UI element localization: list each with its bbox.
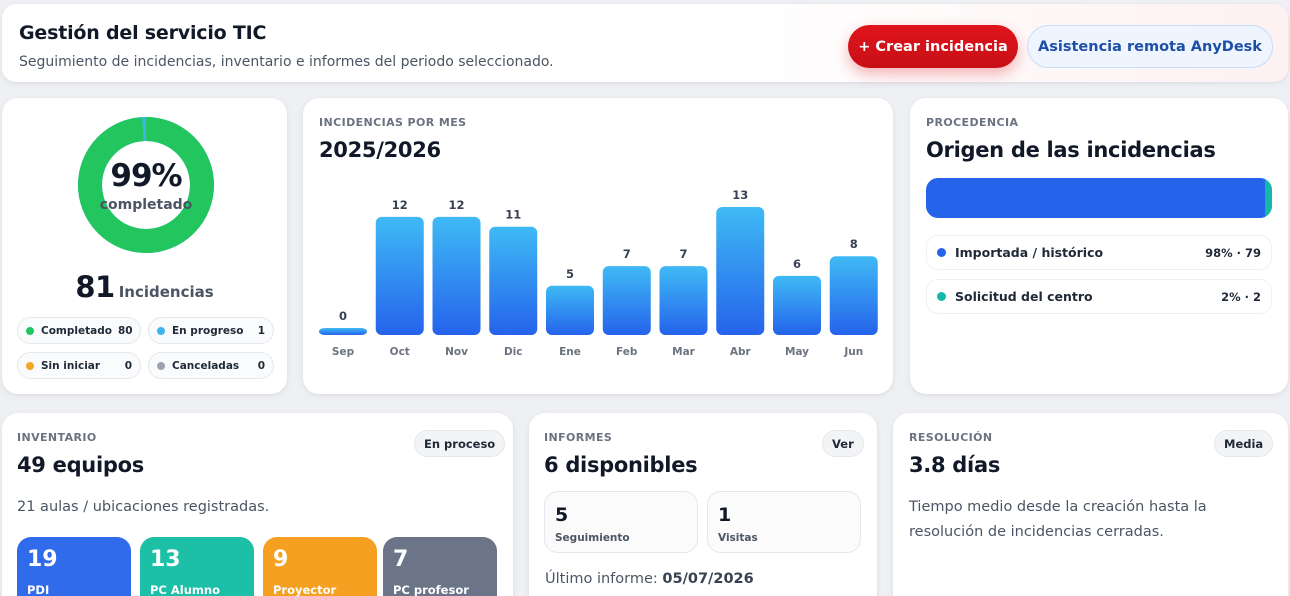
- page-subtitle: Seguimiento de incidencias, inventario e…: [19, 54, 554, 70]
- incident-total-number: 81: [75, 270, 115, 304]
- chart-value-label: 8: [850, 237, 858, 251]
- resolution-mode-tag[interactable]: Media: [1214, 430, 1274, 457]
- origin-dot-icon: [937, 292, 946, 301]
- inventory-description: 21 aulas / ubicaciones registradas.: [17, 499, 270, 515]
- status-pill-cancelled[interactable]: Canceladas 0: [148, 352, 274, 379]
- chart-bar-sep[interactable]: [319, 328, 367, 335]
- reports-eyebrow: INFORMES: [544, 431, 613, 444]
- origin-title: Origen de las incidencias: [926, 138, 1216, 162]
- chart-category-label: May: [785, 346, 809, 358]
- inventory-tile-pc-alumno[interactable]: 13 PC Alumno: [140, 537, 254, 596]
- chart-category-label: Abr: [730, 346, 752, 358]
- chart-value-label: 7: [623, 247, 631, 261]
- chart-value-label: 11: [505, 208, 521, 222]
- origin-stacked-bar: [926, 178, 1272, 218]
- inventory-title: 49 equipos: [17, 453, 144, 477]
- anydesk-remote-button[interactable]: Asistencia remota AnyDesk: [1027, 25, 1273, 68]
- incidents-chart-card: INCIDENCIAS POR MES 2025/2026 0 Sep 12 Oct 1…: [303, 98, 893, 394]
- origin-row-request[interactable]: Solicitud del centro 2% · 2: [926, 279, 1272, 314]
- status-dot-icon: [26, 361, 34, 370]
- chart-bar-may[interactable]: [773, 275, 821, 335]
- page-header: Gestión del servicio TIC Seguimiento de …: [2, 4, 1288, 82]
- chart-value-label: 6: [793, 257, 801, 271]
- inventory-tile-pdi[interactable]: 19 PDI: [17, 537, 131, 596]
- chart-value-label: 13: [732, 188, 748, 202]
- chart-value-label: 7: [679, 247, 687, 261]
- reports-title: 6 disponibles: [544, 453, 698, 477]
- origin-eyebrow: PROCEDENCIA: [926, 116, 1019, 129]
- create-incident-button[interactable]: + Crear incidencia: [848, 25, 1018, 68]
- inventory-eyebrow: INVENTARIO: [17, 431, 97, 444]
- inventory-tile-pc-profesor[interactable]: 7 PC profesor: [383, 537, 497, 596]
- chart-value-label: 12: [448, 198, 464, 212]
- status-pill-not-started[interactable]: Sin iniciar 0: [17, 352, 141, 379]
- origin-bar-segment: [1265, 178, 1272, 218]
- status-dot-icon: [157, 326, 165, 335]
- incident-total-label: Incidencias: [118, 283, 214, 301]
- chart-bar-nov[interactable]: [432, 216, 481, 335]
- chart-bar-dic[interactable]: [489, 226, 538, 335]
- chart-value-label: 12: [392, 198, 408, 212]
- chart-bar-oct[interactable]: [375, 216, 424, 335]
- incidents-bar-chart: 0 Sep 12 Oct 12 Nov 11 Dic 5 Ene 7 Feb 7 Mar 13 Abr 6 May…: [319, 188, 878, 358]
- chart-category-label: Mar: [672, 346, 696, 358]
- chart-category-label: Oct: [390, 346, 410, 358]
- completion-caption: completado: [99, 197, 193, 213]
- chart-bar-jun[interactable]: [829, 256, 878, 335]
- chart-category-label: Nov: [445, 346, 468, 358]
- origin-bar-segment: [926, 178, 1266, 218]
- chart-title: 2025/2026: [319, 138, 441, 162]
- progress-card: 99% completado 81 Incidencias Completado …: [2, 98, 287, 394]
- origin-card: PROCEDENCIA Origen de las incidencias Im…: [910, 98, 1288, 394]
- chart-category-label: Ene: [559, 346, 581, 358]
- chart-category-label: Sep: [332, 346, 355, 358]
- last-report-date: 05/07/2026: [662, 571, 754, 587]
- status-pill-in-progress[interactable]: En progreso 1: [148, 317, 274, 344]
- completion-percent: 99%: [110, 158, 182, 194]
- inventory-tile-proyector[interactable]: 9 Proyector: [263, 537, 377, 596]
- inventory-status-tag[interactable]: En proceso: [414, 430, 506, 457]
- reports-stat-visits[interactable]: 1 Visitas: [707, 491, 861, 553]
- reports-view-button[interactable]: Ver: [822, 430, 864, 457]
- resolution-title: 3.8 días: [909, 453, 1001, 477]
- status-dot-icon: [157, 361, 165, 370]
- chart-bar-ene[interactable]: [546, 285, 594, 335]
- chart-value-label: 5: [566, 267, 574, 281]
- reports-card: INFORMES 6 disponibles Ver 5 Seguimiento…: [529, 413, 877, 596]
- chart-bar-abr[interactable]: [716, 207, 765, 335]
- chart-category-label: Dic: [504, 346, 523, 358]
- origin-dot-icon: [937, 248, 946, 257]
- chart-category-label: Feb: [616, 346, 638, 358]
- chart-bar-feb[interactable]: [602, 266, 651, 335]
- status-pill-completed[interactable]: Completado 80: [17, 317, 141, 344]
- resolution-description: Tiempo medio desde la creación hasta la …: [909, 499, 1207, 540]
- page-title: Gestión del servicio TIC: [19, 22, 267, 44]
- inventory-card: INVENTARIO 49 equipos En proceso 21 aula…: [2, 413, 513, 596]
- last-report-label: Último informe:: [545, 571, 658, 587]
- chart-value-label: 0: [339, 309, 347, 323]
- chart-bar-mar[interactable]: [659, 266, 708, 335]
- chart-eyebrow: INCIDENCIAS POR MES: [319, 116, 467, 129]
- resolution-eyebrow: RESOLUCIÓN: [909, 431, 993, 444]
- incident-total: 81 Incidencias: [2, 270, 287, 304]
- completion-donut: [78, 117, 214, 253]
- resolution-card: RESOLUCIÓN 3.8 días Media Tiempo medio d…: [893, 413, 1288, 596]
- status-dot-icon: [26, 326, 34, 335]
- chart-category-label: Jun: [843, 346, 863, 358]
- last-report: Último informe: 05/07/2026: [545, 571, 754, 587]
- origin-row-imported[interactable]: Importada / histórico 98% · 79: [926, 235, 1272, 270]
- reports-stat-followup[interactable]: 5 Seguimiento: [544, 491, 698, 553]
